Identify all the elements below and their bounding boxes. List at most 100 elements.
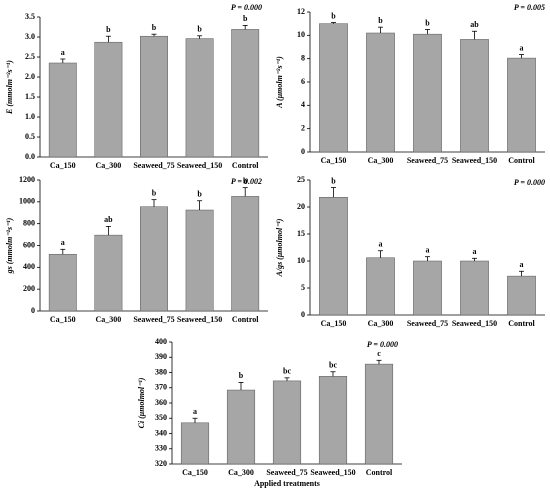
significance-letter: a bbox=[61, 48, 65, 57]
significance-letter: b bbox=[378, 16, 383, 25]
bar bbox=[366, 32, 395, 153]
x-tick-label: Seaweed_75 bbox=[133, 315, 174, 324]
bar bbox=[185, 38, 214, 158]
x-tick-label: Ca_150 bbox=[182, 468, 208, 477]
bar bbox=[364, 363, 394, 465]
y-tick-label: 360 bbox=[155, 398, 167, 407]
bar bbox=[48, 253, 77, 312]
y-tick-label: 600 bbox=[23, 240, 35, 249]
y-tick-label: 800 bbox=[23, 218, 35, 227]
y-tick-label: 25 bbox=[297, 175, 305, 184]
x-tick-label: Ca_150 bbox=[321, 156, 347, 165]
bar bbox=[48, 62, 77, 158]
x-axis-label: Applied treatments bbox=[254, 479, 320, 488]
x-tick-label: Ca_300 bbox=[368, 156, 394, 165]
y-tick-label: 15 bbox=[297, 229, 305, 238]
significance-letter: bc bbox=[283, 367, 291, 376]
significance-letter: b bbox=[106, 25, 111, 34]
x-tick-label: Control bbox=[508, 319, 535, 328]
y-axis-label: E (mmolm⁻²s⁻¹) bbox=[5, 60, 14, 115]
y-tick-label: 20 bbox=[297, 202, 305, 211]
y-tick-label: 10 bbox=[297, 256, 305, 265]
y-tick-label: 0 bbox=[31, 306, 35, 315]
x-tick-label: Seaweed_150 bbox=[310, 468, 355, 477]
bar bbox=[319, 197, 348, 316]
significance-letter: c bbox=[377, 349, 381, 358]
y-tick-label: 380 bbox=[155, 367, 167, 376]
significance-letter: b bbox=[331, 176, 336, 185]
bar bbox=[272, 380, 302, 465]
y-tick-label: 2 bbox=[301, 123, 305, 132]
y-axis-label: A (μmolm⁻²s⁻¹) bbox=[275, 56, 284, 109]
significance-letter: a bbox=[193, 407, 197, 416]
y-tick-label: 340 bbox=[155, 428, 167, 437]
bar bbox=[180, 422, 210, 465]
significance-letter: bc bbox=[329, 361, 337, 370]
y-tick-label: 5 bbox=[301, 283, 305, 292]
bar bbox=[140, 206, 168, 312]
x-tick-label: Control bbox=[508, 156, 535, 165]
significance-letter: b bbox=[152, 188, 157, 197]
y-tick-label: 390 bbox=[155, 352, 167, 361]
bar bbox=[231, 196, 260, 312]
y-axis-label: A/gs (μmolmol⁻¹) bbox=[275, 218, 284, 277]
significance-letter: b bbox=[243, 176, 248, 185]
y-tick-label: 0.5 bbox=[25, 132, 35, 141]
y-tick-label: 0 bbox=[301, 147, 305, 156]
x-tick-label: Seaweed_150 bbox=[177, 315, 222, 324]
significance-letter: b bbox=[425, 18, 430, 27]
p-value: P = 0.005 bbox=[514, 3, 545, 12]
x-tick-label: Seaweed_75 bbox=[266, 468, 307, 477]
bar bbox=[185, 209, 214, 312]
significance-letter: a bbox=[61, 238, 65, 247]
x-tick-label: Seaweed_75 bbox=[407, 156, 448, 165]
x-tick-label: Ca_300 bbox=[228, 468, 254, 477]
x-tick-label: Seaweed_75 bbox=[407, 319, 448, 328]
y-tick-label: 2.5 bbox=[25, 52, 35, 61]
y-tick-label: 4 bbox=[301, 100, 305, 109]
p-value: P = 0.000 bbox=[367, 340, 398, 349]
bar bbox=[319, 23, 348, 153]
y-tick-label: 8 bbox=[301, 53, 305, 62]
bar bbox=[140, 35, 168, 158]
significance-letter: b bbox=[243, 14, 248, 23]
bar bbox=[507, 57, 536, 153]
significance-letter: ab bbox=[104, 215, 113, 224]
significance-letter: b bbox=[197, 25, 202, 34]
y-tick-label: 6 bbox=[301, 77, 305, 86]
x-tick-label: Seaweed_150 bbox=[452, 156, 497, 165]
p-value: P = 0.000 bbox=[231, 3, 262, 12]
significance-letter: b bbox=[239, 371, 244, 380]
x-tick-label: Ca_300 bbox=[96, 161, 122, 170]
bar bbox=[94, 234, 123, 312]
y-tick-label: 1.5 bbox=[25, 92, 35, 101]
bar bbox=[413, 260, 442, 316]
x-tick-label: Ca_150 bbox=[50, 315, 76, 324]
significance-letter: a bbox=[379, 240, 383, 249]
bar bbox=[318, 376, 348, 465]
x-tick-label: Control bbox=[232, 315, 259, 324]
x-tick-label: Seaweed_150 bbox=[177, 161, 222, 170]
y-tick-label: 2.0 bbox=[25, 72, 35, 81]
p-value: P = 0.002 bbox=[231, 177, 262, 186]
y-tick-label: 1000 bbox=[19, 197, 35, 206]
significance-letter: b bbox=[152, 23, 157, 32]
significance-letter: a bbox=[520, 43, 524, 52]
significance-letter: a bbox=[520, 260, 524, 269]
significance-letter: a bbox=[426, 246, 430, 255]
y-tick-label: 400 bbox=[23, 262, 35, 271]
bar bbox=[366, 257, 395, 316]
bar bbox=[231, 29, 260, 158]
bar bbox=[413, 33, 442, 153]
y-tick-label: 0 bbox=[301, 310, 305, 319]
y-tick-label: 350 bbox=[155, 413, 167, 422]
y-tick-label: 3.5 bbox=[25, 12, 35, 21]
x-tick-label: Seaweed_75 bbox=[133, 161, 174, 170]
y-tick-label: 320 bbox=[155, 459, 167, 468]
x-tick-label: Control bbox=[366, 468, 393, 477]
significance-letter: a bbox=[473, 247, 477, 256]
x-tick-label: Ca_300 bbox=[96, 315, 122, 324]
bar bbox=[507, 275, 536, 316]
y-tick-label: 400 bbox=[155, 337, 167, 346]
